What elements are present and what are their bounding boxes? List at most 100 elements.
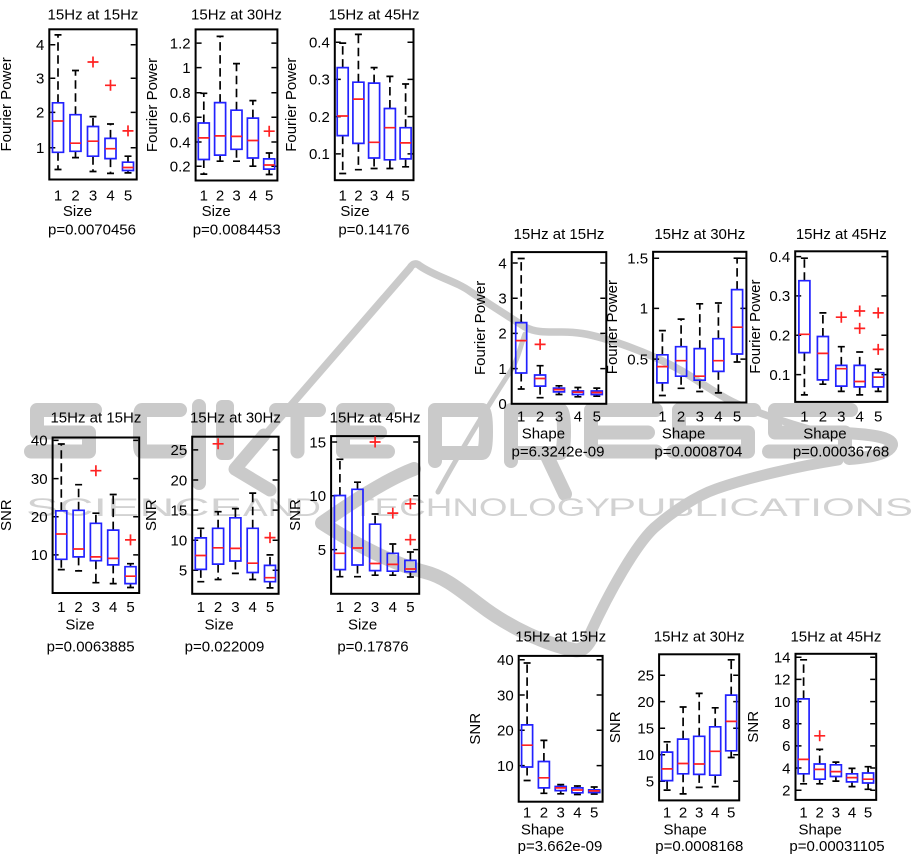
svg-text:6: 6 [782, 738, 790, 755]
svg-text:1: 1 [36, 140, 44, 157]
svg-text:5: 5 [265, 187, 273, 204]
svg-text:5: 5 [874, 409, 882, 426]
svg-text:SNR: SNR [287, 499, 304, 531]
svg-text:15Hz at 45Hz: 15Hz at 45Hz [329, 6, 420, 23]
svg-text:Shape: Shape [803, 426, 846, 443]
svg-text:15Hz at 15Hz: 15Hz at 15Hz [48, 6, 139, 23]
svg-text:1: 1 [658, 409, 666, 426]
svg-text:3: 3 [370, 187, 378, 204]
svg-text:Fourier Power: Fourier Power [0, 57, 15, 151]
svg-text:15Hz at 30Hz: 15Hz at 30Hz [191, 6, 282, 23]
svg-text:40: 40 [497, 652, 514, 669]
svg-text:2: 2 [353, 599, 361, 616]
svg-text:14: 14 [774, 650, 791, 667]
svg-text:SNR: SNR [607, 711, 624, 743]
svg-text:10: 10 [171, 533, 188, 550]
svg-text:2: 2 [816, 804, 824, 821]
svg-text:Shape: Shape [522, 426, 565, 443]
svg-text:p=0.0008168: p=0.0008168 [655, 838, 743, 855]
svg-text:10: 10 [309, 488, 326, 505]
svg-text:Shape: Shape [799, 821, 842, 838]
svg-text:5: 5 [590, 804, 598, 821]
svg-text:15: 15 [637, 721, 654, 738]
svg-text:3: 3 [837, 409, 845, 426]
svg-text:1: 1 [336, 599, 344, 616]
svg-text:0.4: 0.4 [170, 134, 191, 151]
svg-text:PUBLICATIONS: PUBLICATIONS [608, 494, 913, 522]
svg-text:Size: Size [205, 616, 234, 633]
svg-text:10: 10 [637, 747, 654, 764]
svg-text:4: 4 [109, 599, 117, 616]
svg-text:0.2: 0.2 [769, 328, 790, 345]
svg-text:2: 2 [354, 187, 362, 204]
svg-text:25: 25 [637, 668, 654, 685]
svg-text:4: 4 [782, 760, 790, 777]
svg-text:0.4: 0.4 [309, 35, 330, 52]
svg-text:Shape: Shape [662, 426, 705, 443]
svg-text:20: 20 [497, 723, 514, 740]
svg-text:Size: Size [63, 203, 92, 220]
svg-text:4: 4 [389, 599, 397, 616]
svg-text:3: 3 [832, 804, 840, 821]
svg-text:15Hz at 30Hz: 15Hz at 30Hz [654, 226, 745, 243]
svg-text:SNR: SNR [143, 499, 160, 531]
svg-text:2: 2 [216, 187, 224, 204]
svg-text:5: 5 [179, 563, 187, 580]
svg-text:2: 2 [36, 105, 44, 122]
svg-text:10: 10 [774, 694, 791, 711]
svg-text:4: 4 [848, 804, 856, 821]
svg-text:3: 3 [231, 599, 239, 616]
svg-text:3: 3 [557, 804, 565, 821]
svg-text:p=0.0063885: p=0.0063885 [47, 638, 135, 655]
svg-text:3: 3 [36, 71, 44, 88]
svg-text:1: 1 [57, 599, 65, 616]
svg-text:2: 2 [536, 409, 544, 426]
svg-text:0.8: 0.8 [170, 85, 191, 102]
svg-text:Size: Size [65, 616, 94, 633]
svg-text:20: 20 [171, 472, 188, 489]
svg-text:Fourier Power: Fourier Power [747, 279, 764, 373]
svg-text:p=0.17876: p=0.17876 [337, 638, 408, 655]
svg-text:5: 5 [593, 409, 601, 426]
svg-text:5: 5 [864, 804, 872, 821]
svg-text:1: 1 [197, 599, 205, 616]
svg-text:15Hz at 30Hz: 15Hz at 30Hz [190, 410, 281, 427]
svg-text:15Hz at 15Hz: 15Hz at 15Hz [50, 410, 141, 427]
svg-text:1: 1 [182, 60, 190, 77]
svg-text:AND: AND [243, 494, 321, 522]
svg-text:3: 3 [89, 187, 97, 204]
svg-text:1: 1 [517, 409, 525, 426]
svg-text:4: 4 [573, 804, 581, 821]
svg-text:30: 30 [31, 471, 48, 488]
svg-text:TECHNOLOGY: TECHNOLOGY [352, 494, 610, 522]
svg-text:20: 20 [637, 694, 654, 711]
svg-text:4: 4 [714, 409, 722, 426]
svg-text:1.2: 1.2 [170, 35, 191, 52]
svg-text:2: 2 [74, 599, 82, 616]
svg-text:5: 5 [727, 804, 735, 821]
svg-text:3: 3 [371, 599, 379, 616]
svg-text:1: 1 [498, 361, 506, 378]
svg-text:3: 3 [498, 291, 506, 308]
svg-text:15: 15 [171, 502, 188, 519]
svg-text:4: 4 [856, 409, 864, 426]
svg-text:5: 5 [646, 774, 654, 791]
svg-text:3: 3 [695, 804, 703, 821]
svg-text:5: 5 [318, 542, 326, 559]
svg-text:3: 3 [555, 409, 563, 426]
svg-text:30: 30 [497, 687, 514, 704]
svg-text:15Hz at 45Hz: 15Hz at 45Hz [790, 629, 881, 646]
svg-text:0.2: 0.2 [170, 159, 191, 176]
svg-text:4: 4 [36, 37, 44, 54]
svg-text:4: 4 [249, 599, 257, 616]
svg-text:SNR: SNR [0, 499, 15, 531]
svg-text:5: 5 [124, 187, 132, 204]
svg-text:p=0.0008704: p=0.0008704 [654, 444, 742, 461]
svg-text:5: 5 [126, 599, 134, 616]
svg-text:0.3: 0.3 [769, 288, 790, 305]
svg-text:3: 3 [232, 187, 240, 204]
svg-text:15: 15 [309, 434, 326, 451]
svg-text:Size: Size [340, 203, 369, 220]
svg-text:3: 3 [696, 409, 704, 426]
svg-text:1: 1 [54, 187, 62, 204]
